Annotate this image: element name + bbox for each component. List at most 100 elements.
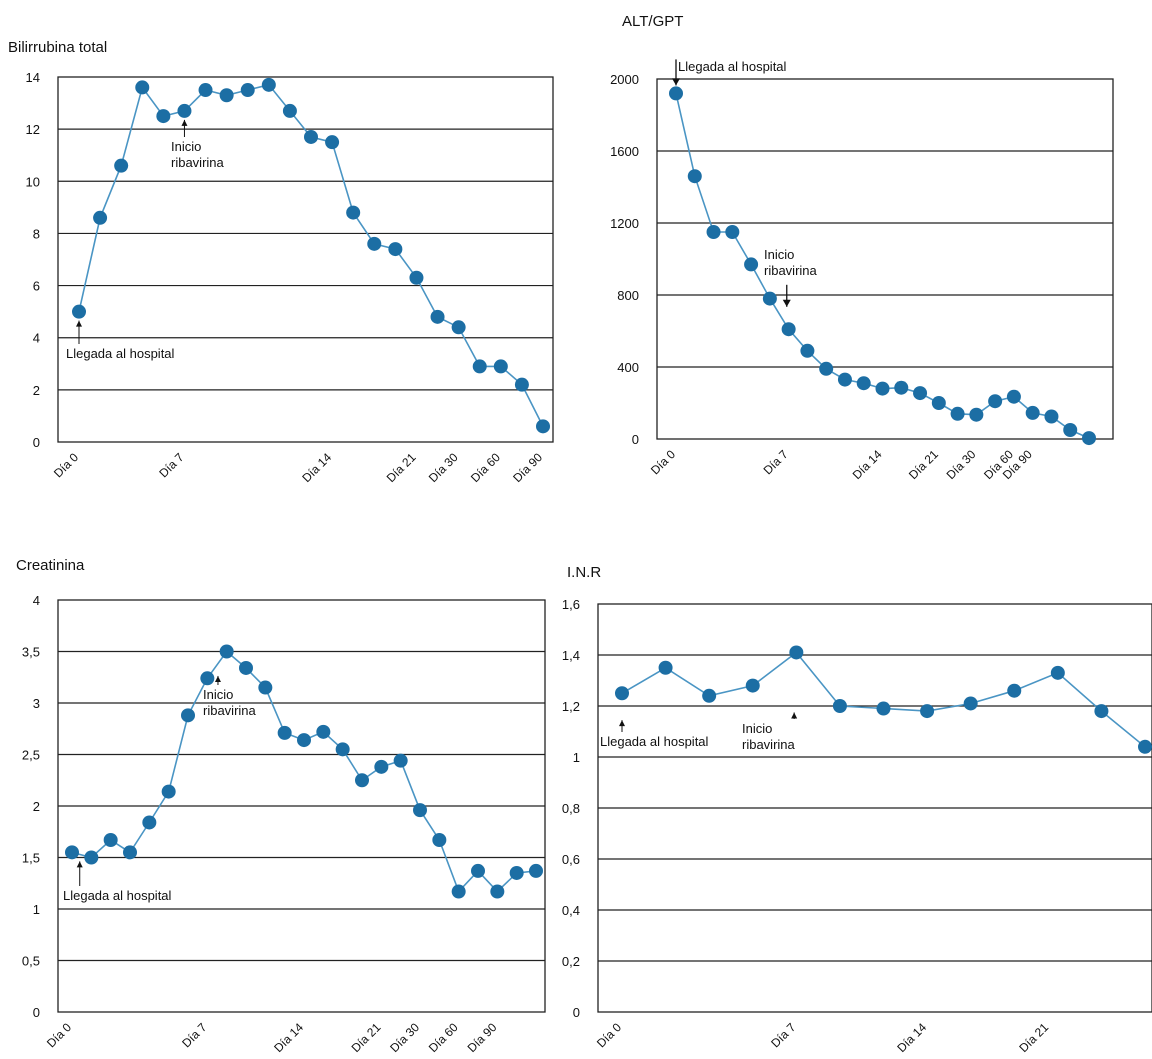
annotation-line: Inicio bbox=[203, 687, 233, 702]
bilirubin-chart: Bilirrubina total 0 2 4 6 8 10 12 14 Día 0 Día 7 D… bbox=[8, 39, 554, 485]
data-point bbox=[950, 406, 965, 421]
y-tick-label: 4 bbox=[33, 331, 40, 346]
chart-title: ALT/GPT bbox=[622, 13, 683, 30]
y-tick-label: 0,5 bbox=[22, 954, 40, 969]
data-point bbox=[65, 845, 79, 860]
data-point bbox=[1007, 683, 1022, 698]
annotation-line: ribavirina bbox=[171, 155, 225, 170]
x-tick-label: Día 60 bbox=[468, 450, 503, 485]
data-point bbox=[367, 236, 382, 251]
y-tick-label: 800 bbox=[617, 288, 639, 303]
y-tick-label: 2,5 bbox=[22, 748, 40, 763]
annotation-label: Inicio ribavirina bbox=[171, 139, 225, 170]
chart-title: Bilirrubina total bbox=[8, 39, 107, 56]
data-point bbox=[430, 309, 445, 324]
arrow-head bbox=[181, 119, 188, 126]
data-point bbox=[1094, 704, 1109, 719]
data-point bbox=[240, 83, 255, 98]
data-point bbox=[114, 158, 129, 173]
annotation-line: ribavirina bbox=[764, 263, 818, 278]
data-point bbox=[744, 257, 759, 272]
y-tick-label: 0,6 bbox=[562, 852, 580, 867]
data-point bbox=[536, 419, 550, 434]
data-point bbox=[1025, 405, 1040, 420]
data-point bbox=[325, 135, 340, 150]
y-tick-label: 0 bbox=[33, 1005, 40, 1020]
y-tick-label: 6 bbox=[33, 279, 40, 294]
data-point bbox=[451, 884, 466, 899]
data-point bbox=[725, 225, 740, 239]
data-point bbox=[963, 696, 978, 711]
annotation-line: Inicio bbox=[742, 721, 772, 736]
x-tick-label: Día 21 bbox=[906, 447, 941, 482]
annotation-line: ribavirina bbox=[203, 703, 257, 718]
x-tick-label: Día 30 bbox=[944, 447, 979, 482]
data-point bbox=[123, 845, 137, 860]
y-tick-label: 3 bbox=[33, 696, 40, 711]
chart-title: Creatinina bbox=[16, 557, 85, 574]
data-point bbox=[297, 733, 311, 748]
data-point bbox=[335, 742, 350, 757]
x-tick-label: Día 60 bbox=[426, 1020, 461, 1055]
y-tick-label: 8 bbox=[33, 226, 40, 241]
data-point bbox=[304, 129, 318, 144]
x-tick-label: Día 90 bbox=[465, 1020, 500, 1055]
annotation-label: Llegada al hospital bbox=[66, 346, 175, 361]
data-point bbox=[894, 380, 909, 395]
x-tick-label: Día 14 bbox=[271, 1020, 306, 1055]
annotation-line: Inicio bbox=[764, 247, 794, 262]
y-tick-label: 1,2 bbox=[562, 699, 580, 714]
arrow-head bbox=[619, 720, 625, 727]
x-tick-label: Día 30 bbox=[426, 450, 461, 485]
y-tick-label: 1,6 bbox=[562, 597, 580, 612]
data-point bbox=[762, 291, 777, 306]
y-tick-label: 14 bbox=[26, 70, 40, 85]
data-point bbox=[135, 80, 150, 95]
x-tick-label: Día 0 bbox=[44, 1020, 74, 1050]
data-point bbox=[346, 205, 361, 220]
data-point bbox=[529, 863, 543, 878]
x-tick-label: Día 14 bbox=[850, 447, 885, 482]
series-line bbox=[71, 650, 537, 893]
data-point bbox=[142, 815, 157, 830]
data-point bbox=[687, 169, 702, 184]
data-point bbox=[493, 359, 508, 374]
data-point bbox=[103, 832, 118, 847]
data-point bbox=[72, 304, 86, 319]
alt-gpt-chart: ALT/GPT 0 400 800 1200 1600 2000 Día 0 Día 7 Día… bbox=[610, 13, 1114, 482]
annotation-line: Inicio bbox=[171, 139, 201, 154]
annotation-label: Inicio ribavirina bbox=[764, 247, 818, 278]
y-tick-label: 0,4 bbox=[562, 903, 580, 918]
y-tick-label: 0 bbox=[33, 435, 40, 450]
data-point bbox=[819, 361, 834, 376]
arrow-head bbox=[214, 675, 221, 682]
plot-frame bbox=[656, 78, 1114, 440]
data-point bbox=[93, 210, 108, 225]
data-point bbox=[781, 322, 796, 337]
data-point bbox=[393, 753, 408, 768]
arrow-head bbox=[76, 320, 82, 327]
data-point bbox=[969, 407, 984, 422]
data-point bbox=[1063, 423, 1078, 437]
inr-chart: I.N.R 0 0,2 0,4 0,6 0,8 1 1,2 1,4 1,6 Día 0 Día 7 D… bbox=[562, 564, 1152, 1055]
data-point bbox=[355, 773, 369, 788]
y-tick-label: 2 bbox=[33, 799, 40, 814]
data-point bbox=[702, 688, 717, 703]
annotation-line: Llegada al hospital bbox=[600, 734, 709, 749]
annotation-line: Llegada al hospital bbox=[66, 346, 175, 361]
data-point bbox=[198, 83, 213, 98]
y-tick-label: 1,5 bbox=[22, 851, 40, 866]
data-point bbox=[913, 386, 928, 401]
data-point bbox=[706, 225, 721, 239]
data-point bbox=[490, 884, 505, 899]
x-tick-label: Día 30 bbox=[387, 1020, 422, 1055]
data-point bbox=[239, 660, 253, 675]
x-tick-label: Día 0 bbox=[594, 1020, 624, 1050]
data-point bbox=[432, 832, 447, 847]
y-tick-label: 1,4 bbox=[562, 648, 580, 663]
data-point bbox=[156, 109, 171, 124]
y-tick-label: 1600 bbox=[610, 144, 639, 159]
data-point bbox=[261, 77, 276, 92]
data-point bbox=[875, 381, 890, 396]
x-tick-label: Día 7 bbox=[179, 1020, 209, 1050]
